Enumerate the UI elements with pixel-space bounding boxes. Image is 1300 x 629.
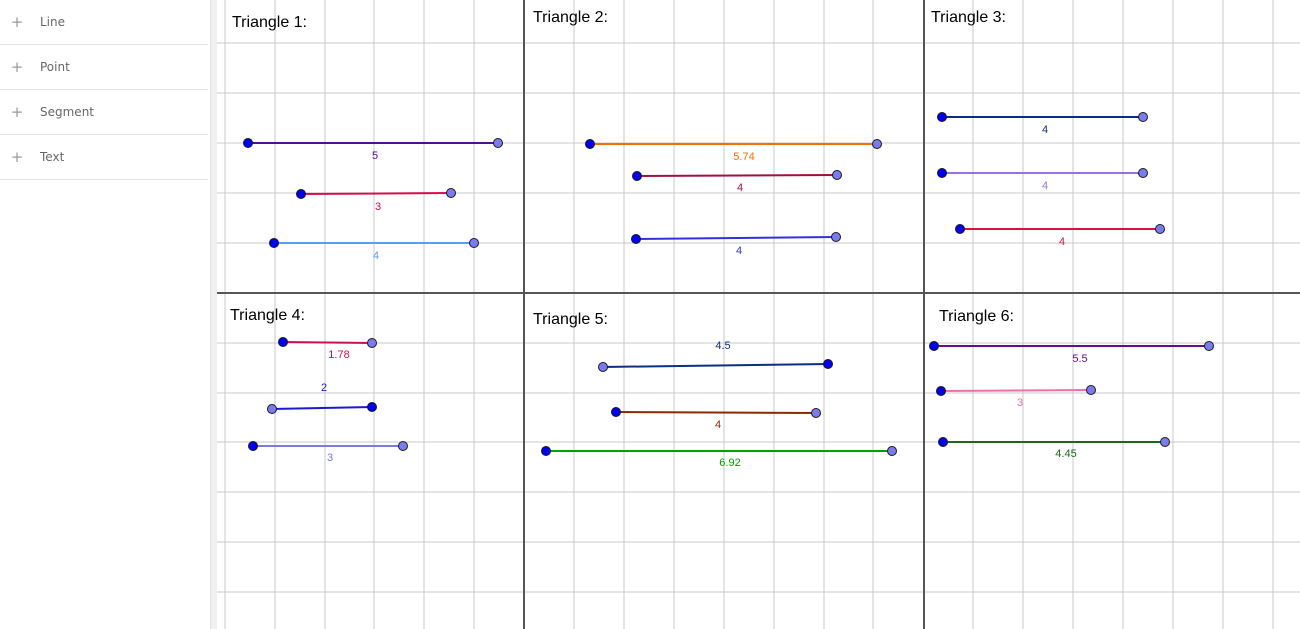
segment-length-label: 5 <box>372 150 378 162</box>
plus-icon[interactable]: + <box>10 103 24 121</box>
segment-length-label: 4 <box>1042 180 1048 192</box>
panel-title: Triangle 2: <box>533 9 608 26</box>
segment-endpoint[interactable] <box>936 386 946 396</box>
sidebar-resize-handle[interactable] <box>210 0 217 629</box>
segment-line[interactable] <box>940 389 1092 392</box>
panel-title: Triangle 3: <box>931 9 1006 26</box>
segment-endpoint[interactable] <box>631 234 641 244</box>
algebra-sidebar: + Line + Point + Segment + Text <box>0 0 210 629</box>
segment-endpoint[interactable] <box>278 337 288 347</box>
segment-endpoint[interactable] <box>541 446 551 456</box>
tool-item-segment[interactable]: + Segment <box>0 90 208 135</box>
segment-endpoint[interactable] <box>1138 112 1148 122</box>
segment-endpoint[interactable] <box>367 338 377 348</box>
segment-length-label: 4 <box>1042 124 1048 136</box>
segment-length-label: 1.78 <box>328 349 349 361</box>
segment-length-label: 4.5 <box>715 340 730 352</box>
segment-endpoint[interactable] <box>823 359 833 369</box>
segment-length-label: 4 <box>737 182 743 194</box>
segment-endpoint[interactable] <box>811 408 821 418</box>
tool-label-line: Line <box>40 15 66 29</box>
segment-length-label: 3 <box>327 452 333 464</box>
segment-endpoint[interactable] <box>248 441 258 451</box>
segment-endpoint[interactable] <box>1155 224 1165 234</box>
triangle-panel-2: Triangle 2: 5.74 4 4 <box>533 9 882 257</box>
segment-endpoint[interactable] <box>1138 168 1148 178</box>
segment-endpoint[interactable] <box>1204 341 1214 351</box>
segment-line[interactable] <box>602 363 829 368</box>
segment-length-label: 4.45 <box>1055 448 1076 460</box>
segment-endpoint[interactable] <box>446 188 456 198</box>
segment-line[interactable] <box>271 406 373 410</box>
triangle-panel-5: Triangle 5: 4.5 4 6.92 <box>533 311 897 469</box>
segment-endpoint[interactable] <box>887 446 897 456</box>
grid <box>217 0 1300 629</box>
triangle-panel-1: Triangle 1: 5 3 4 <box>232 14 503 262</box>
triangle-panel-3: Triangle 3: 4 4 4 <box>931 9 1165 248</box>
panel-title: Triangle 5: <box>533 311 608 328</box>
segment-endpoint[interactable] <box>1160 437 1170 447</box>
segment-length-label: 4 <box>715 419 721 431</box>
segment-endpoint[interactable] <box>937 168 947 178</box>
panel-title: Triangle 4: <box>230 307 305 324</box>
plus-icon[interactable]: + <box>10 58 24 76</box>
triangle-panel-6: Triangle 6: 5.5 3 4.45 <box>929 308 1214 460</box>
tool-item-point[interactable]: + Point <box>0 45 208 90</box>
segment-length-label: 3 <box>375 201 381 213</box>
triangle-panel-4: Triangle 4: 1.78 2 3 <box>230 307 408 464</box>
segment-endpoint[interactable] <box>585 139 595 149</box>
segment-endpoint[interactable] <box>611 407 621 417</box>
segment-endpoint[interactable] <box>296 189 306 199</box>
segment-endpoint[interactable] <box>243 138 253 148</box>
panel-title: Triangle 1: <box>232 14 307 31</box>
segment-endpoint[interactable] <box>937 112 947 122</box>
segment-endpoint[interactable] <box>938 437 948 447</box>
tool-item-text[interactable]: + Text <box>0 135 208 180</box>
segment-line[interactable] <box>300 192 452 195</box>
segment-endpoint[interactable] <box>1086 385 1096 395</box>
segment-endpoint[interactable] <box>267 404 277 414</box>
segment-endpoint[interactable] <box>929 341 939 351</box>
segment-endpoint[interactable] <box>632 171 642 181</box>
segment-endpoint[interactable] <box>398 441 408 451</box>
plus-icon[interactable]: + <box>10 13 24 31</box>
segment-endpoint[interactable] <box>872 139 882 149</box>
tool-label-text: Text <box>40 150 65 164</box>
segment-length-label: 3 <box>1017 397 1023 409</box>
segment-length-label: 4 <box>736 245 742 257</box>
segment-line[interactable] <box>615 411 817 414</box>
panel-dividers <box>217 0 1300 629</box>
segment-length-label: 5.74 <box>733 151 754 163</box>
tool-item-line[interactable]: + Line <box>0 0 208 45</box>
segment-endpoint[interactable] <box>832 170 842 180</box>
plus-icon[interactable]: + <box>10 148 24 166</box>
segment-line[interactable] <box>636 174 838 177</box>
panel-title: Triangle 6: <box>939 308 1014 325</box>
segment-endpoint[interactable] <box>598 362 608 372</box>
segment-length-label: 2 <box>321 382 327 394</box>
segment-length-label: 4 <box>373 250 379 262</box>
segment-line[interactable] <box>635 236 837 240</box>
segment-length-label: 5.5 <box>1072 353 1087 365</box>
segment-endpoint[interactable] <box>955 224 965 234</box>
segment-length-label: 6.92 <box>719 457 740 469</box>
segment-endpoint[interactable] <box>367 402 377 412</box>
segment-endpoint[interactable] <box>493 138 503 148</box>
tool-label-segment: Segment <box>40 105 94 119</box>
segment-length-label: 4 <box>1059 236 1065 248</box>
segment-endpoint[interactable] <box>269 238 279 248</box>
segment-endpoint[interactable] <box>469 238 479 248</box>
segment-line[interactable] <box>282 341 373 344</box>
tool-label-point: Point <box>40 60 70 74</box>
segment-endpoint[interactable] <box>831 232 841 242</box>
